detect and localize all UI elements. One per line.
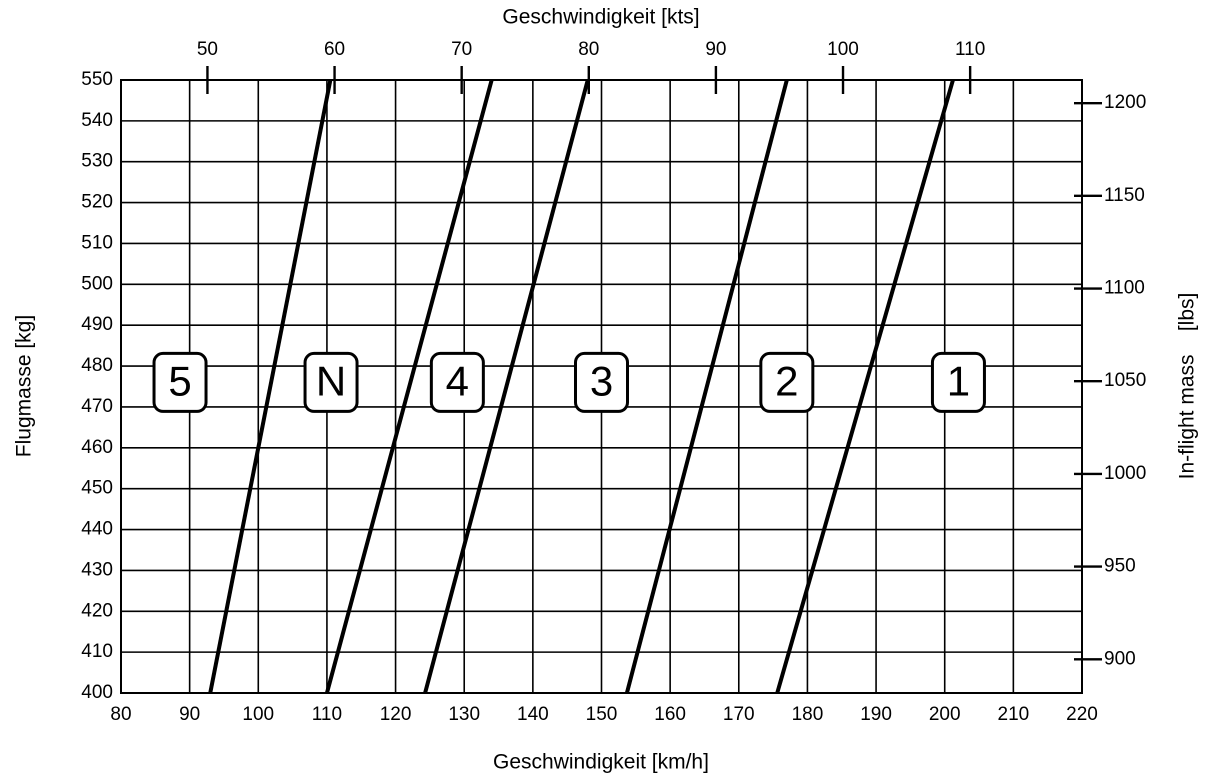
x2-tick-label: 110	[955, 39, 985, 60]
x-tick-label: 210	[998, 704, 1030, 725]
annotation: 4	[446, 358, 469, 405]
y2-tick-label: 1050	[1104, 370, 1146, 391]
x-tick-label: 100	[242, 704, 274, 725]
x2-tick-label: 70	[451, 39, 472, 60]
y2-tick-label: 1150	[1104, 185, 1145, 206]
annotation-box	[574, 351, 629, 413]
x-tick-label: 120	[380, 704, 412, 725]
x-tick-label: 160	[654, 704, 686, 725]
line	[324, 79, 494, 694]
annotation-box	[152, 351, 208, 413]
annotation: 2	[775, 358, 798, 405]
y2-tick-label: 1200	[1104, 92, 1146, 113]
y-tick-label: 450	[81, 478, 113, 499]
x-tick-label: 130	[448, 704, 480, 725]
annotation-box	[303, 351, 359, 413]
line	[775, 79, 955, 694]
y-axis-title: Flugmasse [kg]	[13, 315, 36, 457]
y-tick-label: 540	[81, 110, 113, 131]
y2-tick-label: 900	[1104, 648, 1136, 669]
x2-tick-label: 100	[827, 39, 859, 60]
y-tick-label: 440	[81, 519, 113, 540]
y-tick-label: 550	[81, 69, 113, 90]
y2-tick-label: 950	[1104, 556, 1136, 577]
y-tick-label: 520	[81, 192, 113, 213]
annotation: 1	[947, 358, 970, 405]
y-tick-label: 490	[81, 314, 113, 335]
x2-tick-label: 50	[197, 39, 218, 60]
x2-axis-title: Geschwindigkeit [kts]	[502, 6, 699, 29]
x-tick-label: 140	[517, 704, 549, 725]
y-tick-label: 410	[81, 641, 113, 662]
x-tick-label: 190	[860, 704, 892, 725]
annotation: 5	[168, 358, 191, 405]
annotation-box	[930, 351, 986, 413]
annotation: 3	[590, 358, 613, 405]
x-tick-label: 200	[929, 704, 961, 725]
plot-frame	[120, 79, 1083, 694]
y-tick-label: 460	[81, 437, 113, 458]
y2-tick-label: 1100	[1104, 278, 1145, 299]
x-axis-title: Geschwindigkeit [km/h]	[493, 751, 709, 774]
y-tick-label: 400	[81, 682, 113, 703]
y-tick-label: 420	[81, 600, 113, 621]
x-tick-label: 180	[792, 704, 824, 725]
x-tick-label: 170	[723, 704, 755, 725]
y-tick-label: 500	[81, 273, 113, 294]
line	[624, 79, 789, 694]
annotation-box	[759, 351, 815, 413]
y-tick-label: 430	[81, 559, 113, 580]
x-tick-label: 220	[1066, 704, 1098, 725]
x-tick-label: 150	[586, 704, 618, 725]
y-tick-label: 510	[81, 232, 113, 253]
y-tick-label: 470	[81, 396, 113, 417]
line	[208, 79, 333, 694]
y-tick-label: 530	[81, 151, 113, 172]
x2-tick-label: 60	[324, 39, 345, 60]
x-tick-label: 90	[179, 704, 200, 725]
line	[423, 79, 590, 694]
y2-axis-title: In-flight mass [lbs]	[1176, 293, 1199, 480]
x2-tick-label: 90	[705, 39, 726, 60]
y2-tick-label: 1000	[1104, 463, 1146, 484]
y-tick-label: 480	[81, 355, 113, 376]
x2-tick-label: 80	[578, 39, 599, 60]
annotation-box	[429, 351, 485, 413]
x-tick-label: 80	[110, 704, 131, 725]
annotation: N	[316, 358, 346, 405]
x-tick-label: 110	[312, 704, 342, 725]
